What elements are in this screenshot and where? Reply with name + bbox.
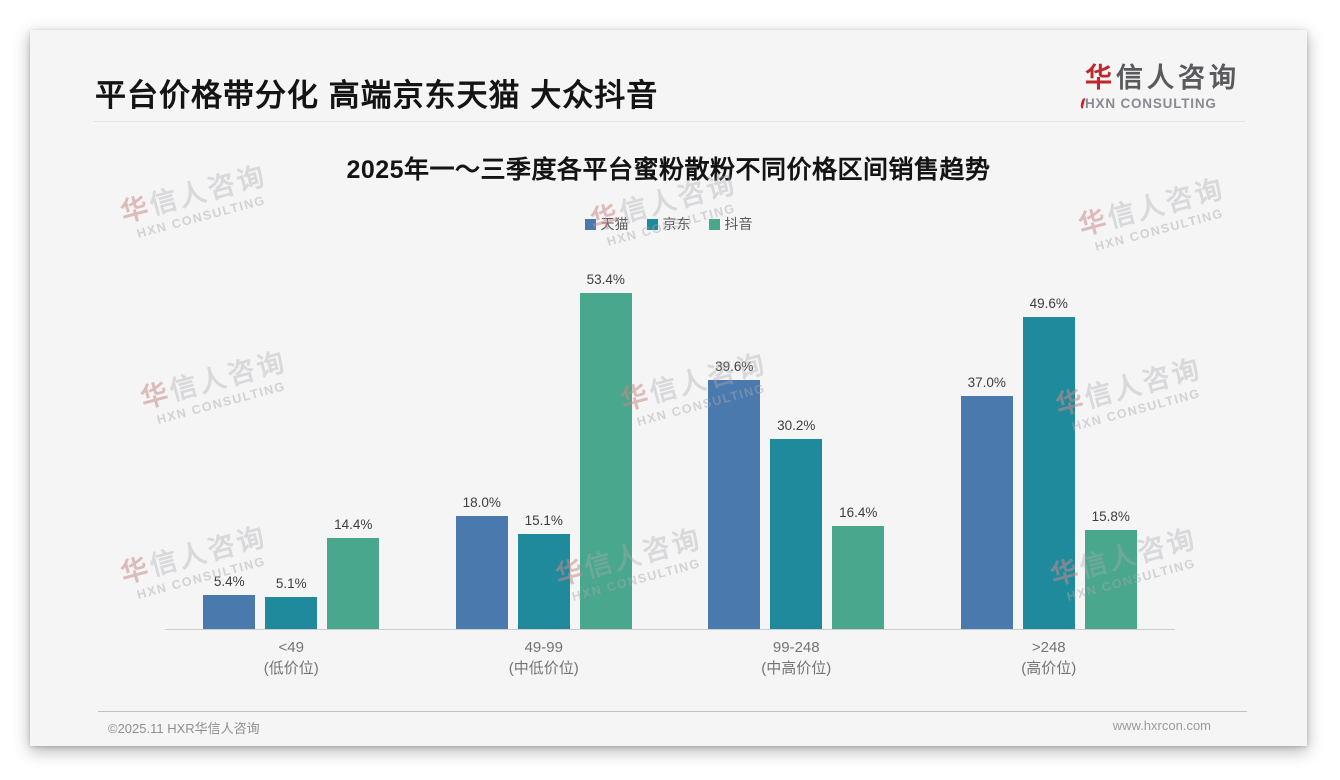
category-range-2: 99-248: [772, 639, 820, 656]
bar-douyin-3: 15.8%: [1084, 509, 1137, 629]
bar-value-tmall-3: 37.0%: [967, 375, 1006, 390]
company-logo: 华信人咨询 HXN CONSULTING: [1079, 56, 1240, 111]
logo-cn-text: 华信人咨询: [1085, 56, 1240, 95]
bar-tmall-1: 18.0%: [455, 495, 508, 629]
category-sublabel-0: (低价位): [263, 660, 319, 677]
bar-tmall-2: 39.6%: [708, 359, 761, 629]
logo-first-char: 华: [1085, 63, 1116, 93]
bar-value-jd-0: 5.1%: [275, 576, 307, 591]
logo-subtitle-text: HXN CONSULTING: [1085, 96, 1217, 111]
bar-value-tmall-2: 39.6%: [715, 359, 754, 374]
bar-douyin-1: 53.4%: [579, 272, 632, 629]
bar-value-jd-1: 15.1%: [524, 513, 563, 528]
bar-value-jd-2: 30.2%: [777, 418, 816, 433]
chart-title: 2025年一～三季度各平台蜜粉散粉不同价格区间销售趋势: [346, 156, 991, 184]
chart-category-axis: <49 (低价位) 49-99 (中低价位) 99-248 (中高价位) >248 (高价位): [165, 637, 1175, 679]
bar-group-3: 37.0% 49.6% 15.8%: [960, 296, 1137, 629]
chart-plot-area: 5.4% 5.1% 14.4% 18.0% 15.1% 53.4% 39.6% 30.2% 16…: [165, 272, 1175, 630]
bar-tmall-0: 5.4%: [203, 574, 256, 629]
chart-legend: 天猫 京东 抖音: [30, 214, 1307, 234]
bar-value-douyin-0: 14.4%: [334, 517, 373, 532]
legend-item-douyin: 抖音: [708, 214, 753, 234]
legend-swatch-tmall-icon: [584, 218, 596, 230]
category-sublabel-2: (中高价位): [761, 660, 832, 677]
bar-value-douyin-1: 53.4%: [586, 272, 625, 287]
category-range-3: >248: [1031, 639, 1066, 656]
legend-swatch-jd-icon: [646, 218, 658, 230]
category-label-0: <49 (低价位): [203, 637, 380, 679]
logo-subtitle: HXN CONSULTING: [1079, 96, 1240, 111]
header-divider: [93, 121, 1245, 122]
category-range-1: 49-99: [524, 639, 563, 656]
bar-douyin-0: 14.4%: [327, 517, 380, 629]
bar-value-douyin-2: 16.4%: [839, 505, 878, 520]
bar-group-0: 5.4% 5.1% 14.4%: [203, 517, 380, 629]
category-label-1: 49-99 (中低价位): [455, 637, 632, 679]
bar-value-tmall-0: 5.4%: [213, 574, 245, 589]
watermark-first-char-6: 华: [117, 552, 155, 590]
category-label-3: >248 (高价位): [960, 637, 1137, 679]
bar-jd-2: 30.2%: [770, 418, 823, 629]
legend-label-tmall: 天猫: [600, 216, 629, 232]
bar-group-1: 18.0% 15.1% 53.4%: [455, 272, 632, 629]
bar-group-2: 39.6% 30.2% 16.4%: [708, 359, 885, 629]
legend-swatch-douyin-icon: [708, 218, 720, 230]
legend-label-douyin: 抖音: [724, 216, 753, 232]
category-sublabel-3: (高价位): [1021, 660, 1077, 677]
bar-chart: 5.4% 5.1% 14.4% 18.0% 15.1% 53.4% 39.6% 30.2% 16…: [165, 272, 1175, 679]
bar-jd-1: 15.1%: [517, 513, 570, 629]
footer-divider: [98, 711, 1247, 712]
bar-tmall-3: 37.0%: [960, 375, 1013, 629]
page-title: 平台价格带分化 高端京东天猫 大众抖音: [95, 78, 659, 113]
bar-value-douyin-3: 15.8%: [1091, 509, 1130, 524]
legend-item-tmall: 天猫: [584, 214, 629, 234]
logo-rest-chars: 信人咨询: [1116, 63, 1240, 93]
bar-jd-0: 5.1%: [265, 576, 318, 629]
category-sublabel-1: (中低价位): [508, 660, 579, 677]
footer-copyright: ©2025.11 HXR华信人咨询: [108, 721, 260, 736]
bar-value-jd-3: 49.6%: [1029, 296, 1068, 311]
category-range-0: <49: [278, 639, 304, 656]
footer-website: www.hxrcon.com: [1112, 718, 1211, 733]
bar-douyin-2: 16.4%: [832, 505, 885, 629]
bar-jd-3: 49.6%: [1022, 296, 1075, 629]
category-label-2: 99-248 (中高价位): [708, 637, 885, 679]
legend-item-jd: 京东: [646, 214, 691, 234]
bar-value-tmall-1: 18.0%: [462, 495, 501, 510]
legend-label-jd: 京东: [662, 216, 691, 232]
slide: 平台价格带分化 高端京东天猫 大众抖音 华信人咨询 HXN CONSULTING…: [30, 30, 1307, 746]
